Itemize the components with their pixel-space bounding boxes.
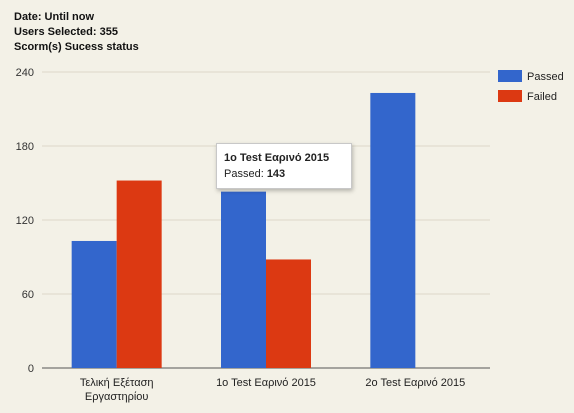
tooltip-label: Passed: <box>224 168 264 180</box>
bar-passed <box>370 92 416 368</box>
y-tick-label: 120 <box>16 215 34 227</box>
users-selected-text: Users Selected: 355 <box>14 26 118 38</box>
y-tick-label: 240 <box>16 67 34 79</box>
report-title: Scorm(s) Sucess status <box>14 41 139 53</box>
bar-failed <box>266 259 311 368</box>
tooltip-title: 1o Test Εαρινό 2015 <box>224 152 330 164</box>
y-tick-label: 180 <box>16 141 34 153</box>
legend-swatch-failed <box>498 90 522 102</box>
tooltip-body: Passed: 143 <box>224 166 344 182</box>
x-category-label: Εργαστηρίου <box>85 391 149 403</box>
x-category-label: Τελική Εξέταση <box>80 377 154 389</box>
x-category-label: 2o Test Εαρινό 2015 <box>365 377 465 389</box>
bar-passed <box>71 240 117 368</box>
bar-passed <box>221 191 266 368</box>
tooltip-value: 143 <box>266 168 286 180</box>
chart-header: Date: Until now Users Selected: 355 Scor… <box>14 10 139 55</box>
y-tick-label: 0 <box>28 363 34 375</box>
bar-failed <box>116 180 162 368</box>
x-category-label: 1o Test Εαρινό 2015 <box>216 377 316 389</box>
legend-swatch-passed <box>498 70 522 82</box>
legend-label-passed: Passed <box>527 71 564 83</box>
y-tick-label: 60 <box>22 289 34 301</box>
legend-label-failed: Failed <box>527 91 557 103</box>
date-filter-text: Date: Until now <box>14 11 95 23</box>
chart-tooltip: 1o Test Εαρινό 2015 Passed: 143 <box>216 143 352 189</box>
